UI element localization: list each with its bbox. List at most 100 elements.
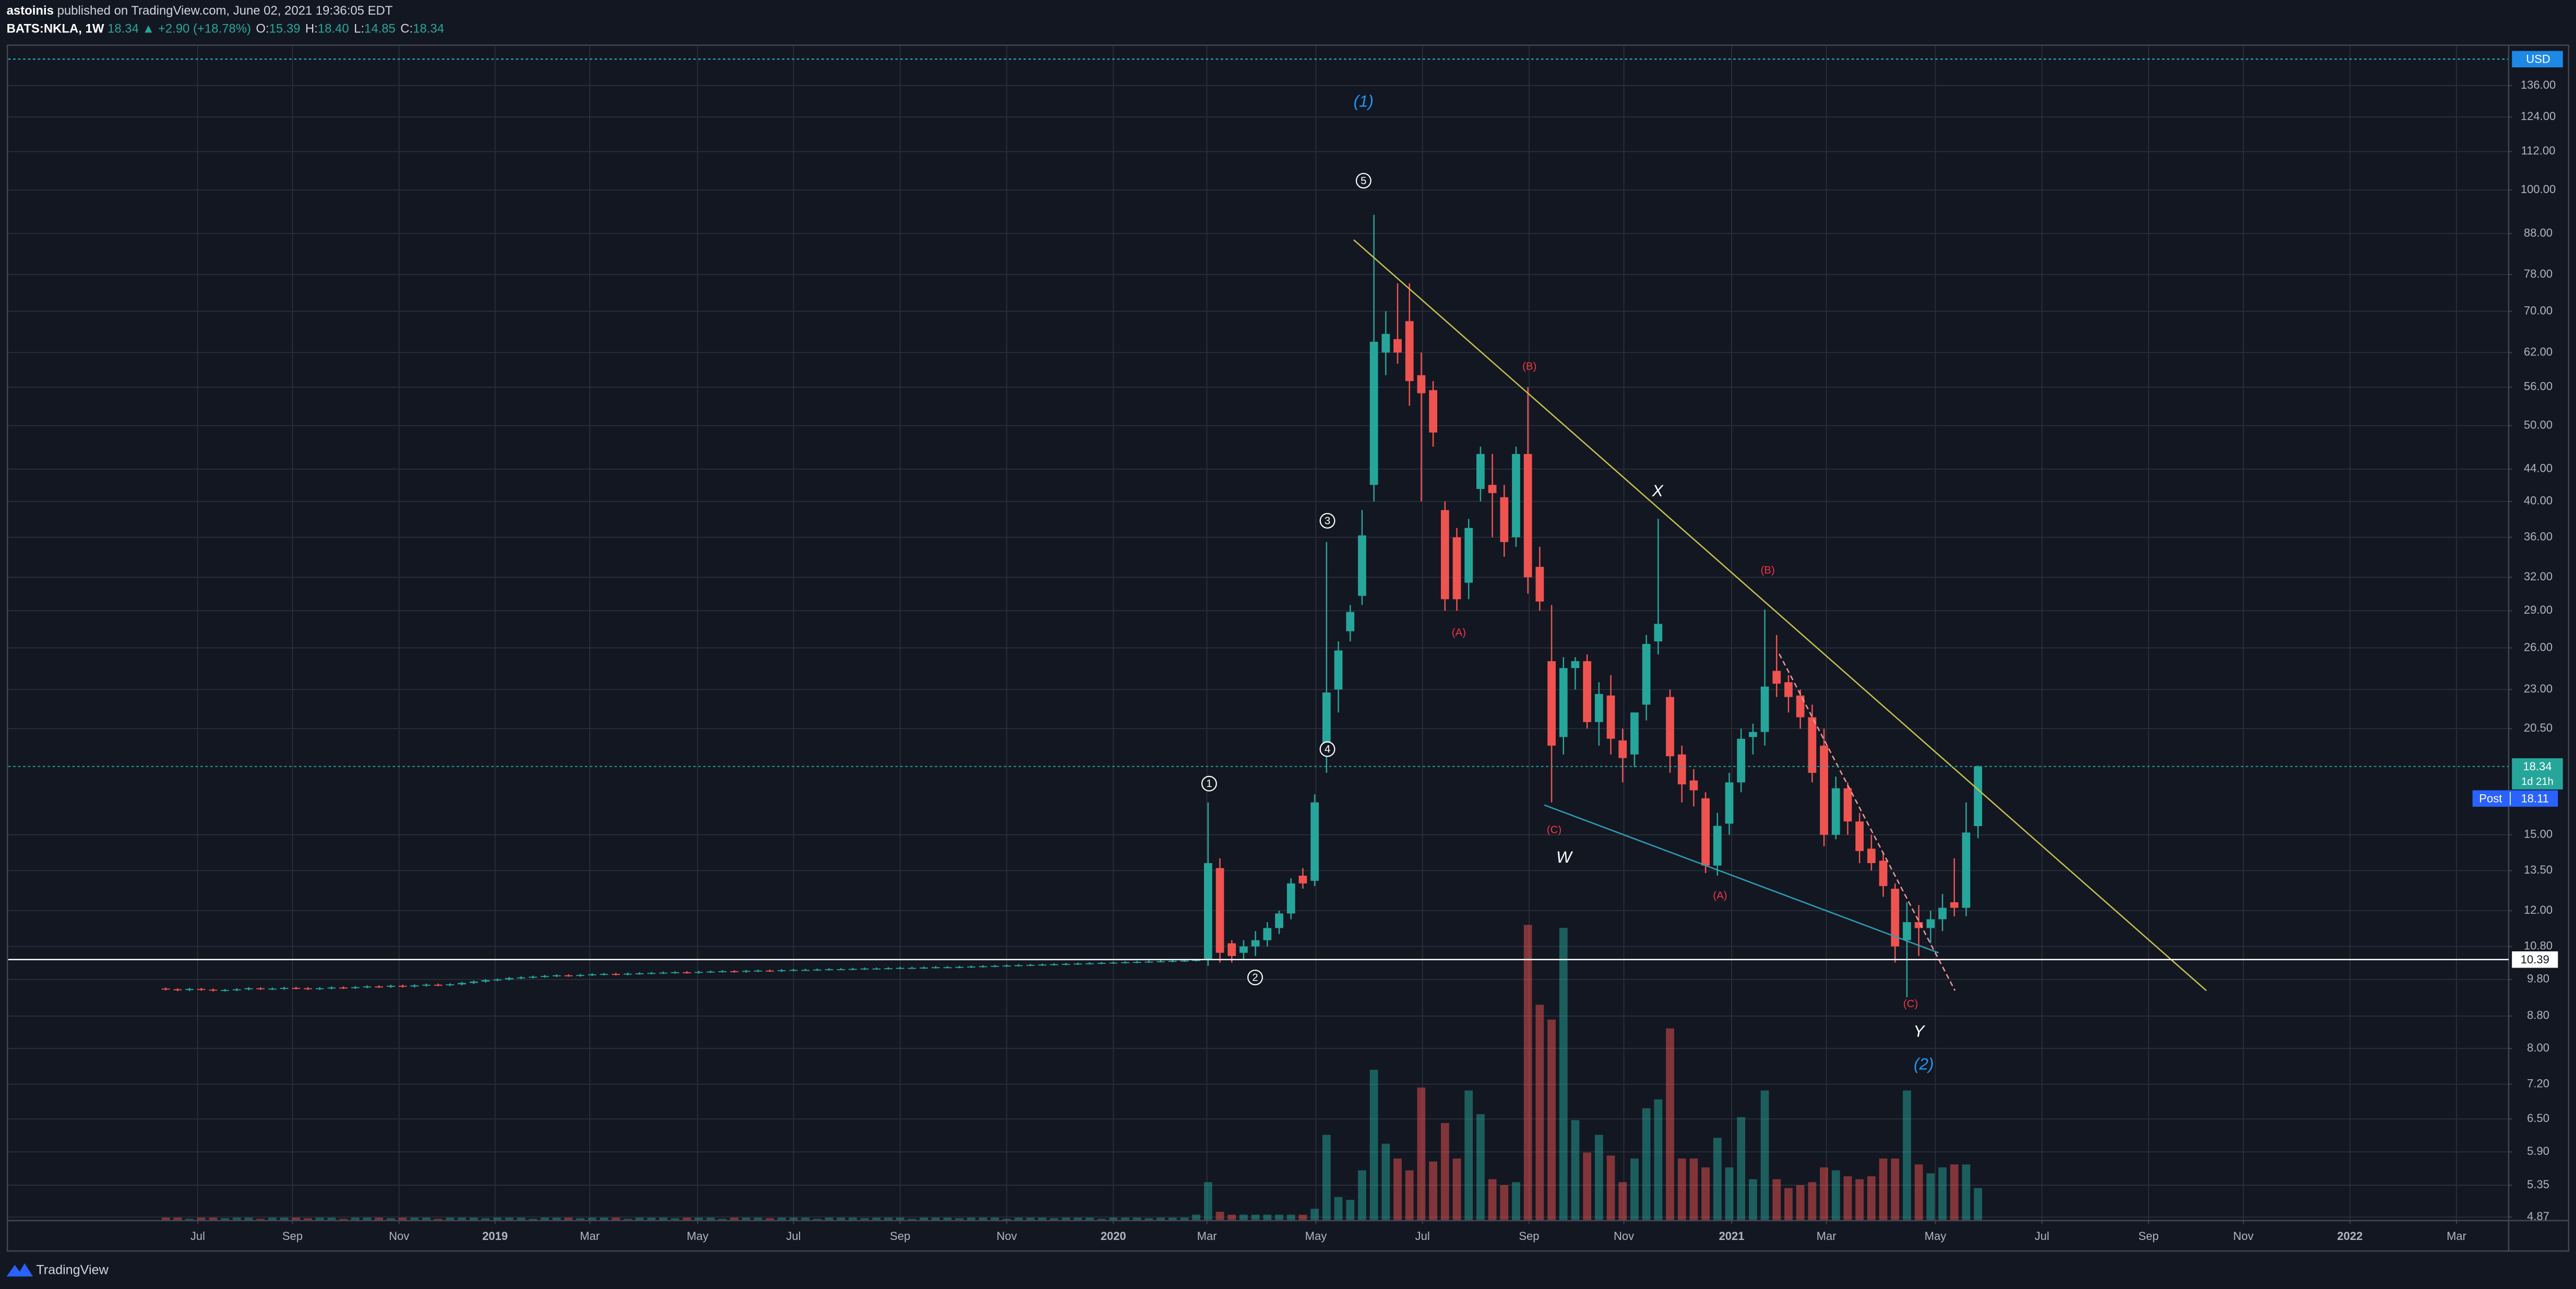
candle-body xyxy=(1938,908,1947,920)
candle-body xyxy=(600,974,609,975)
candle-body xyxy=(789,970,798,971)
x-tick-label: 2022 xyxy=(2337,1230,2363,1243)
candle-body xyxy=(1642,643,1651,705)
volume-bar xyxy=(541,1218,549,1221)
candle-body xyxy=(1831,788,1840,835)
annotations: (1) 5 3 4 1 2 (B) (A) (C) W X (B) (A) (C) Y (2) xyxy=(1201,92,1934,1073)
volume-bar xyxy=(1322,1135,1331,1221)
volume-bar xyxy=(1713,1138,1722,1221)
volume-bar xyxy=(1891,1158,1900,1221)
volume-bar xyxy=(1559,927,1568,1221)
candle-body xyxy=(363,986,372,988)
volume-bar xyxy=(1488,1179,1497,1221)
volume-bar xyxy=(1014,1218,1023,1221)
volume-bar xyxy=(1074,1218,1082,1221)
volume-bar xyxy=(505,1218,514,1221)
candle-body xyxy=(1168,961,1177,962)
candle-body xyxy=(1618,740,1627,758)
volume-bar xyxy=(1286,1214,1295,1221)
y-tick-label: 8.80 xyxy=(2527,1009,2549,1022)
candle-body xyxy=(1393,339,1402,353)
y-tick-label: 8.00 xyxy=(2527,1041,2549,1054)
wave-label: (C) xyxy=(1547,823,1561,836)
candle-body xyxy=(398,985,407,987)
candle-body xyxy=(695,972,703,973)
ohlc-label: H: xyxy=(305,22,318,36)
y-tick-label: 136.00 xyxy=(2521,78,2556,91)
candle-body xyxy=(1820,745,1828,835)
y-tick-label: 13.50 xyxy=(2524,863,2553,876)
volume-bar xyxy=(931,1218,940,1221)
y-tick-label: 20.50 xyxy=(2524,721,2553,734)
last-price-label: 18.34 xyxy=(2523,760,2551,773)
y-tick-label: 88.00 xyxy=(2524,226,2553,239)
candle-body xyxy=(1263,928,1272,940)
candle-body xyxy=(718,971,727,972)
volume-bar xyxy=(1950,1164,1959,1221)
volume-bar xyxy=(1914,1164,1923,1221)
candle-body xyxy=(837,969,845,971)
candle-body xyxy=(1464,528,1473,583)
x-tick-label: Sep xyxy=(282,1230,303,1243)
candle-body xyxy=(1144,961,1153,963)
candle-body xyxy=(422,984,431,986)
volume-bar xyxy=(967,1218,975,1221)
y-tick-label: 40.00 xyxy=(2524,494,2553,507)
ohlc-label: C: xyxy=(400,22,413,36)
candle-body xyxy=(659,972,667,974)
author: astoinis xyxy=(7,4,54,18)
candle-body xyxy=(481,980,490,982)
candle-body xyxy=(1014,965,1023,966)
volume-bar xyxy=(1440,1123,1449,1221)
candle-body xyxy=(529,976,538,978)
candle-body xyxy=(256,988,265,989)
ohlc-value: 15.39 xyxy=(269,22,301,36)
x-tick-label: Mar xyxy=(1817,1230,1836,1243)
volume-bar xyxy=(517,1218,526,1221)
volume-bar xyxy=(1097,1219,1106,1221)
candle-body xyxy=(1215,868,1224,953)
volume-bar xyxy=(268,1218,277,1221)
volume-bar xyxy=(1026,1218,1035,1221)
wave-circle xyxy=(1247,970,1263,985)
volume-bar xyxy=(1050,1218,1058,1221)
candle-body xyxy=(1026,964,1035,966)
candle-body xyxy=(1440,510,1449,600)
volume-bar xyxy=(434,1219,443,1221)
candle-body xyxy=(458,983,466,985)
volume-bar xyxy=(1867,1176,1876,1221)
volume-bar xyxy=(1594,1135,1603,1221)
candle-body xyxy=(517,977,526,978)
candle-body xyxy=(612,974,620,975)
volume-bar xyxy=(1500,1185,1509,1221)
volume-bar xyxy=(1938,1167,1947,1221)
x-tick-label: 2019 xyxy=(482,1230,508,1243)
last: 18.34 xyxy=(108,22,139,36)
volume-bar xyxy=(1583,1152,1592,1221)
candle-body xyxy=(647,973,656,974)
volume-bar xyxy=(363,1218,372,1221)
candle-body xyxy=(232,989,241,990)
candle-body xyxy=(1322,692,1331,755)
x-tick-label: Jul xyxy=(190,1230,205,1243)
symbol: BATS:NKLA, 1W xyxy=(7,22,104,36)
wave-label: (A) xyxy=(1713,889,1727,901)
candle-body xyxy=(493,979,502,981)
volume-bar xyxy=(327,1218,336,1221)
candle-body xyxy=(588,974,597,975)
volume-bar xyxy=(1523,925,1532,1221)
volume-bar xyxy=(1358,1170,1366,1221)
volume-bar xyxy=(1452,1158,1461,1221)
candle-body xyxy=(730,971,738,972)
volume-bar xyxy=(446,1218,455,1221)
candle-body xyxy=(1298,875,1307,884)
candle-body xyxy=(446,984,455,986)
candle-body xyxy=(386,985,395,987)
candle-body xyxy=(315,988,324,989)
y-tick-label: 6.50 xyxy=(2527,1112,2549,1125)
volume-bar xyxy=(813,1219,821,1221)
candle-body xyxy=(1192,960,1201,961)
candle-body xyxy=(671,972,679,973)
candle-body xyxy=(351,987,360,988)
volume-bar xyxy=(612,1218,620,1221)
